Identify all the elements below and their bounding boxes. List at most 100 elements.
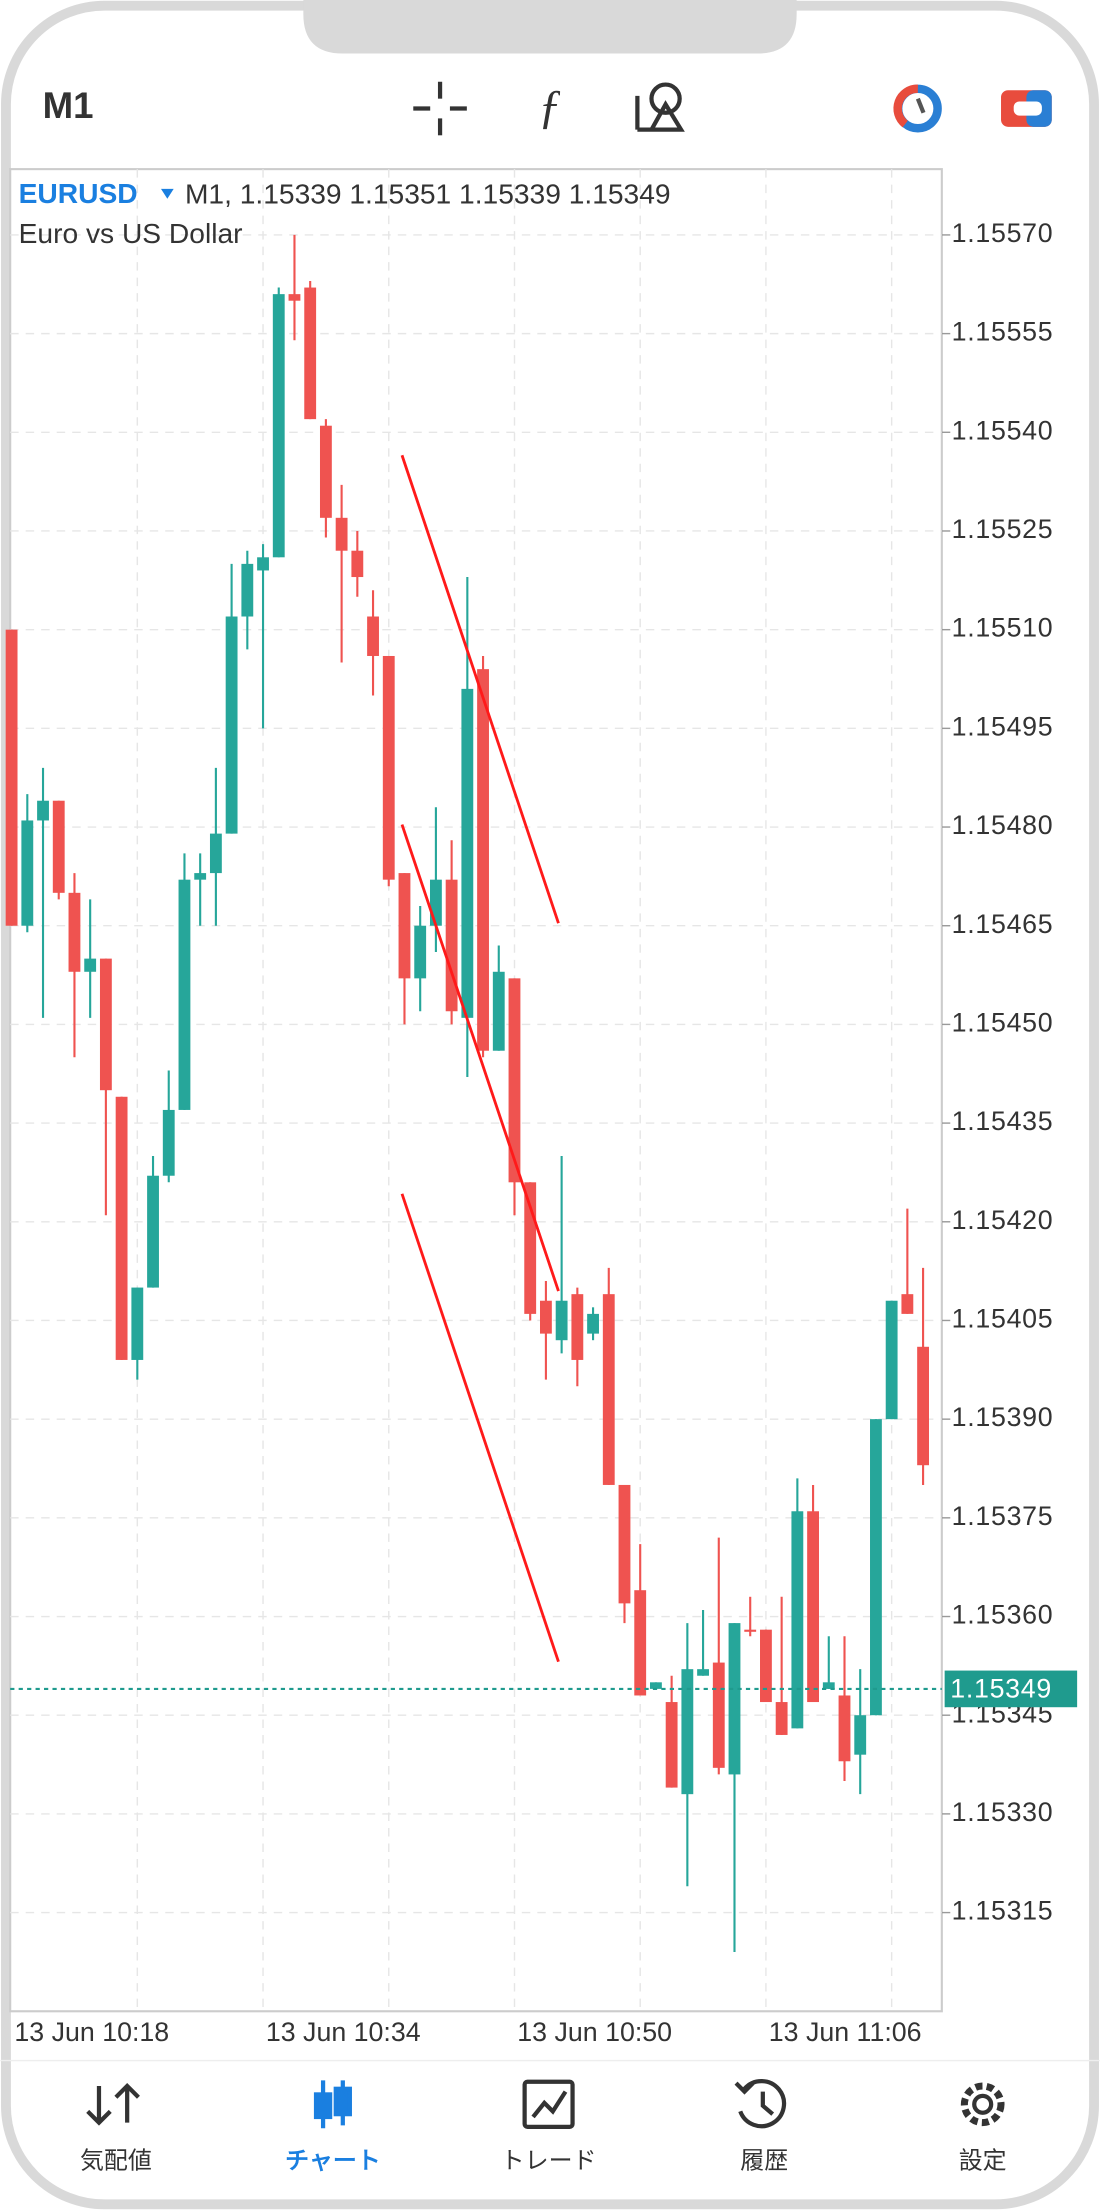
candle-body [162,1109,175,1176]
trade-icon[interactable] [1001,90,1052,127]
candle-body [367,616,379,656]
candle-body [838,1695,851,1762]
candle-body [131,1287,144,1360]
symbol-description: Euro vs US Dollar [19,217,243,249]
candle-body [539,1300,552,1334]
tab-label[interactable]: 履歴 [740,2147,788,2174]
candle-body [508,978,521,1183]
tab-icons [86,2078,1005,2129]
candle-body [68,892,81,972]
quotes-icon[interactable] [86,2082,140,2126]
x-tick-label: 13 Jun 11:06 [769,2017,922,2047]
crosshair-icon[interactable] [413,81,467,136]
candle-body [477,669,489,1051]
candle-body [618,1484,631,1604]
candle-body [52,800,65,893]
candle-body [461,688,474,1018]
candle-body [398,873,411,979]
y-tick-label: 1.15375 [952,1501,1054,1531]
y-tick-label: 1.15360 [952,1600,1054,1630]
y-tick-label: 1.15555 [952,317,1054,347]
candle-body [885,1300,898,1420]
candle-body [225,616,238,834]
candle-body [429,879,442,926]
candle-body [445,879,458,1012]
current-price-box [944,1670,1078,1708]
y-tick-label: 1.15420 [952,1205,1054,1235]
x-tick-label: 13 Jun 10:18 [14,2017,169,2047]
candle-body [744,1629,757,1632]
trend-channel[interactable] [400,454,560,1663]
chart-header: EURUSD [19,177,138,209]
candle-body [382,655,395,880]
tab-label[interactable]: 気配値 [80,2147,152,2174]
candle-body [194,873,207,880]
chart-tab-icon[interactable] [313,2080,352,2129]
candle-body [319,425,332,518]
candle-body [634,1590,647,1696]
candle-body [241,563,254,617]
candle-body [115,1096,128,1360]
candle-body [760,1629,772,1703]
tab-label[interactable]: 設定 [959,2147,1007,2174]
candle-body [351,550,364,578]
candle-body [37,800,49,821]
candle-body [681,1669,694,1795]
y-tick-label: 1.15465 [952,909,1054,939]
candle-body [304,287,317,420]
symbol-dropdown[interactable] [160,188,174,199]
candle-body [555,1300,568,1341]
ohlc-info: M1, 1.15339 1.15351 1.15339 1.15349 [185,177,671,209]
candle-body [492,971,505,1051]
tab-label[interactable]: トレード [501,2147,597,2174]
candle-body [602,1294,615,1485]
candle-body [209,833,222,874]
y-tick-label: 1.15435 [952,1106,1054,1136]
y-tick-label: 1.15390 [952,1402,1054,1432]
symbol[interactable]: EURUSD [19,177,138,209]
y-tick-label: 1.15510 [952,613,1054,643]
tab-label[interactable]: チャート [285,2147,381,2174]
current-price-label: 1.15349 [950,1673,1052,1703]
chart-border [9,168,943,2013]
candle-body [147,1175,159,1288]
candle-body [775,1702,788,1735]
candle-body [587,1313,599,1334]
candle-body [901,1294,914,1314]
candle-body [697,1669,709,1676]
candle-body [84,958,97,972]
candle-body [822,1682,835,1689]
candle-body [665,1702,678,1788]
y-tick-label: 1.15405 [952,1304,1054,1334]
candle-body [917,1346,929,1466]
objects-icon[interactable] [635,82,685,132]
candle-body [21,820,34,926]
candle-body [712,1662,725,1768]
y-tick-label: 1.15570 [952,218,1054,248]
candle-body [335,517,348,551]
settings-icon[interactable] [960,2082,1005,2127]
x-tick-label: 13 Jun 10:50 [517,2017,672,2047]
candle-body [571,1294,584,1360]
indicator-icon[interactable]: ƒ [538,80,562,133]
trade-tab-icon[interactable] [522,2079,575,2129]
y-tick-label: 1.15315 [952,1896,1054,1926]
x-tick-label: 13 Jun 10:34 [266,2017,421,2047]
account-icon[interactable] [893,84,942,133]
candle-body [854,1715,867,1755]
candle-body [272,294,285,558]
history-icon[interactable] [734,2078,787,2129]
candle-body [791,1511,804,1729]
notch [303,0,797,54]
candle-body [524,1182,537,1314]
y-tick-label: 1.15525 [952,514,1054,544]
y-tick-label: 1.15540 [952,415,1054,445]
candle-body [728,1623,741,1775]
candle-body [5,629,18,926]
candle-body [178,879,191,1110]
timeframe[interactable]: M1 [43,85,94,126]
candle-body [807,1511,819,1703]
candle-body [99,958,112,1091]
y-tick-label: 1.15480 [952,810,1054,840]
